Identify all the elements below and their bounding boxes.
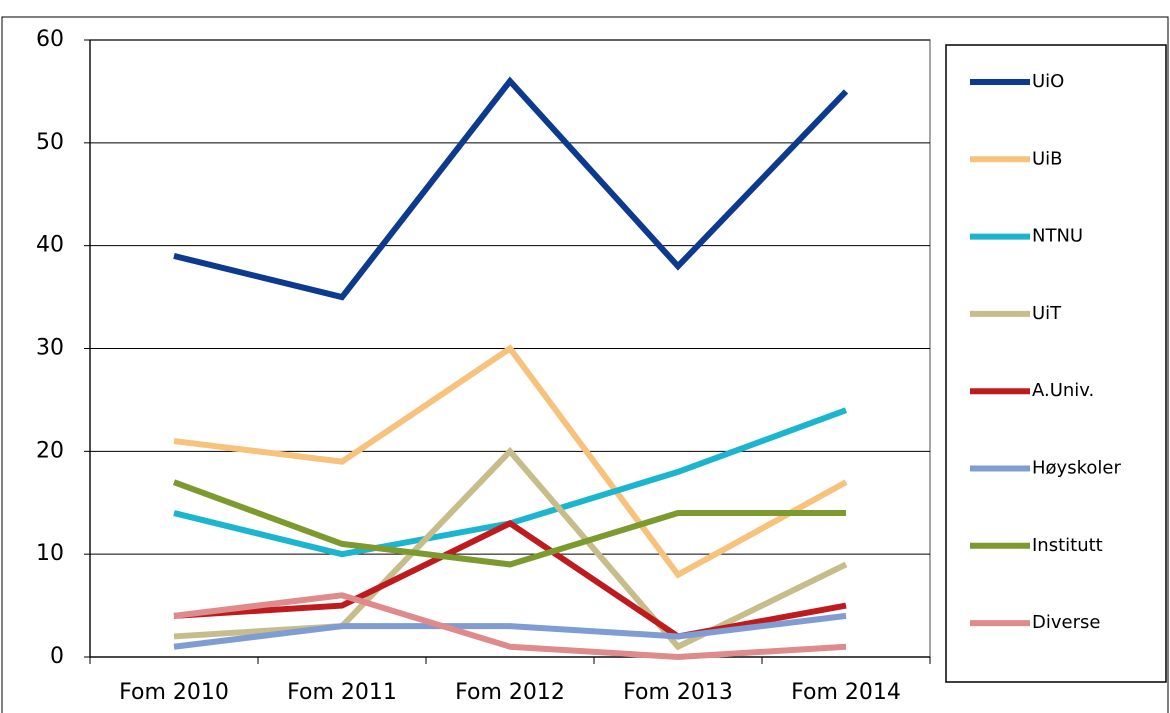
series-line bbox=[173, 446, 848, 651]
series-line bbox=[173, 407, 848, 558]
legend-label: NTNU bbox=[1032, 226, 1083, 247]
x-tick-label: Fom 2012 bbox=[455, 680, 565, 705]
y-tick-label: 30 bbox=[36, 336, 64, 361]
legend-label: Institutt bbox=[1032, 535, 1103, 556]
x-tick-label: Fom 2010 bbox=[119, 680, 229, 705]
legend-label: UiO bbox=[1032, 71, 1064, 92]
series-line bbox=[173, 612, 847, 650]
y-tick-label: 20 bbox=[36, 438, 64, 463]
y-tick-label: 40 bbox=[36, 233, 64, 258]
x-tick-label: Fom 2013 bbox=[623, 680, 733, 705]
x-tick-label: Fom 2014 bbox=[791, 680, 901, 705]
series-line bbox=[173, 592, 847, 661]
x-tick-label: Fom 2011 bbox=[287, 680, 397, 705]
series-line bbox=[173, 519, 847, 640]
legend-label: UiT bbox=[1032, 303, 1062, 324]
series-line bbox=[173, 76, 849, 301]
y-tick-label: 0 bbox=[50, 644, 64, 669]
legend-label: Høyskoler bbox=[1032, 458, 1121, 479]
y-tick-label: 60 bbox=[36, 27, 64, 52]
series-line bbox=[172, 479, 846, 568]
legend-label: UiB bbox=[1032, 148, 1063, 169]
y-tick-label: 10 bbox=[36, 541, 64, 566]
series-line bbox=[173, 344, 848, 579]
legend-label: Diverse bbox=[1032, 612, 1100, 633]
legend-box bbox=[945, 44, 1167, 683]
legend-label: A.Univ. bbox=[1032, 380, 1094, 401]
y-tick-label: 50 bbox=[36, 130, 64, 155]
chart-border bbox=[1, 16, 1169, 713]
